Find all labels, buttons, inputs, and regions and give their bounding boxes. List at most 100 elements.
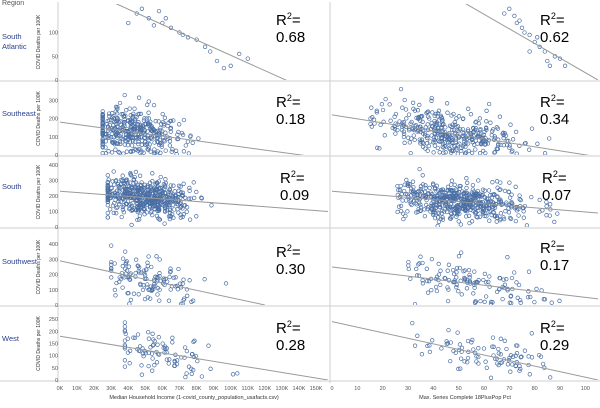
- data-point: [139, 180, 144, 185]
- data-point: [404, 177, 409, 183]
- data-point: [510, 354, 516, 359]
- data-point: [399, 127, 405, 133]
- data-point: [484, 119, 489, 124]
- data-point: [183, 374, 188, 380]
- data-point: [453, 137, 459, 142]
- data-point: [445, 268, 450, 273]
- data-point: [120, 256, 126, 261]
- data-point: [458, 366, 463, 371]
- data-point: [411, 106, 416, 111]
- data-point: [153, 283, 158, 289]
- data-point: [148, 188, 154, 194]
- data-point: [429, 133, 434, 138]
- x-tick-label: 100: [581, 386, 590, 392]
- data-point: [401, 134, 407, 140]
- data-point: [160, 111, 165, 117]
- data-point: [140, 351, 146, 356]
- data-point: [429, 95, 434, 101]
- data-point: [442, 133, 448, 138]
- data-point: [160, 185, 165, 191]
- data-point: [180, 301, 185, 305]
- data-point: [125, 143, 131, 148]
- data-point: [435, 145, 440, 151]
- data-point: [397, 187, 403, 193]
- data-point: [141, 206, 146, 212]
- data-point: [369, 124, 374, 129]
- x-tick-label: 130K: [275, 386, 288, 392]
- data-point: [507, 6, 512, 11]
- data-point: [433, 284, 439, 290]
- data-point: [463, 214, 469, 219]
- data-point: [432, 113, 437, 119]
- data-point: [478, 204, 484, 209]
- data-point: [187, 188, 192, 193]
- data-point: [142, 139, 148, 145]
- data-point: [143, 351, 148, 356]
- data-point: [425, 148, 430, 153]
- data-point: [515, 295, 520, 300]
- data-point: [140, 287, 146, 293]
- data-point: [158, 125, 163, 131]
- data-point: [454, 214, 459, 219]
- data-point: [469, 150, 475, 155]
- trend-line: [60, 121, 305, 155]
- data-point: [406, 128, 412, 133]
- data-point: [170, 340, 175, 345]
- data-point: [482, 195, 488, 200]
- data-point: [444, 194, 449, 199]
- data-point: [423, 183, 428, 188]
- data-point: [432, 118, 437, 124]
- data-point: [168, 287, 173, 292]
- data-point: [474, 203, 479, 208]
- data-point: [422, 189, 428, 194]
- x-tick-label: 100K: [224, 386, 237, 392]
- data-point: [446, 262, 452, 267]
- data-point: [427, 116, 432, 121]
- data-point: [446, 206, 451, 211]
- data-point: [414, 210, 419, 215]
- data-point: [529, 331, 534, 336]
- data-point: [403, 213, 408, 219]
- data-point: [440, 122, 446, 127]
- data-point: [128, 113, 133, 118]
- r-squared-symbol: R2=: [276, 93, 301, 111]
- data-point: [122, 324, 128, 329]
- data-point: [163, 180, 168, 186]
- data-point: [438, 188, 444, 193]
- data-point: [481, 346, 487, 351]
- data-point: [447, 204, 453, 209]
- data-point: [378, 122, 383, 128]
- data-point: [209, 203, 214, 208]
- data-point: [153, 129, 158, 135]
- data-point: [122, 338, 128, 343]
- data-point: [109, 275, 114, 280]
- data-point: [171, 215, 176, 220]
- data-point: [105, 180, 110, 185]
- data-point: [444, 101, 450, 106]
- data-point: [406, 266, 411, 272]
- data-point: [448, 141, 453, 146]
- data-point: [118, 190, 123, 195]
- data-point: [416, 116, 421, 121]
- data-point: [176, 188, 181, 193]
- data-point: [522, 203, 528, 209]
- data-point: [181, 277, 186, 282]
- data-point: [423, 146, 428, 151]
- data-point: [437, 191, 442, 197]
- data-point: [462, 207, 468, 213]
- data-point: [471, 189, 477, 194]
- r-squared-value: 0.68: [276, 29, 306, 46]
- data-point: [487, 274, 492, 279]
- data-point: [126, 203, 132, 208]
- data-point: [495, 126, 501, 131]
- data-point: [123, 260, 129, 265]
- data-point: [438, 268, 443, 273]
- data-point: [449, 214, 454, 220]
- data-point: [428, 203, 434, 209]
- data-point: [136, 268, 141, 274]
- data-point: [512, 270, 517, 275]
- data-point: [168, 192, 174, 197]
- data-point: [111, 210, 116, 216]
- y-axis-label: COVID Deaths per 100K: [36, 90, 42, 145]
- data-point: [122, 266, 128, 271]
